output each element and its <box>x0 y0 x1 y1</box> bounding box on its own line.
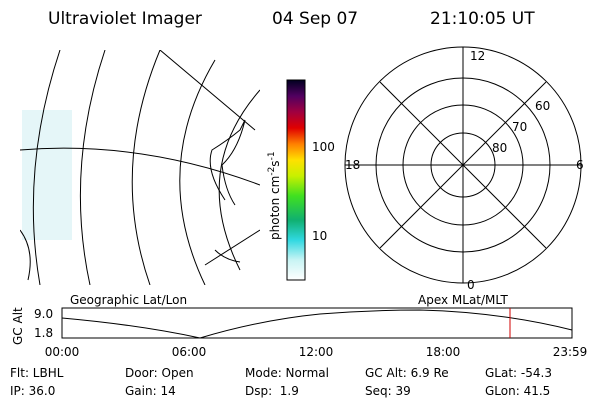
info-field: Dsp: 1.9 <box>245 384 299 398</box>
y-label: 1.8 <box>34 326 53 340</box>
colorbar-tick: 100 <box>312 140 335 154</box>
x-label: 23:59 <box>553 345 588 359</box>
x-label: 18:00 <box>426 345 461 359</box>
colorbar-tick: 10 <box>312 229 327 243</box>
lat-label: 60 <box>535 99 550 113</box>
y-label: 9.0 <box>34 307 53 321</box>
lat-label: 70 <box>512 120 527 134</box>
info-field: Seq: 39 <box>365 384 411 398</box>
axis-label: GC Alt <box>11 307 25 345</box>
info-field: GLat: -54.3 <box>485 366 552 380</box>
info-field: Gain: 14 <box>125 384 176 398</box>
info-field: GLon: 41.5 <box>485 384 550 398</box>
time: 21:10:05 UT <box>430 9 535 29</box>
mlt-label: 0 <box>467 278 475 292</box>
x-label: 12:00 <box>299 345 334 359</box>
info-field: Door: Open <box>125 366 194 380</box>
colorbar <box>286 79 306 281</box>
polar-plot <box>344 46 582 284</box>
mlt-label: 12 <box>470 49 485 63</box>
title: Ultraviolet Imager <box>48 9 202 29</box>
altitude-curve <box>61 309 573 339</box>
mlt-label: 18 <box>345 158 360 172</box>
info-field: GC Alt: 6.9 Re <box>365 366 449 380</box>
info-field: Mode: Normal <box>245 366 329 380</box>
date: 04 Sep 07 <box>272 9 358 29</box>
timeline-title: Geographic Lat/Lon <box>70 293 187 307</box>
timeline-box <box>61 307 573 339</box>
lat-label: 80 <box>492 141 507 155</box>
colorbar-label: photon cm-2s-1 <box>267 151 282 240</box>
x-label: 00:00 <box>45 345 80 359</box>
info-field: IP: 36.0 <box>10 384 55 398</box>
timeline-title: Apex MLat/MLT <box>418 293 508 307</box>
map <box>20 50 260 285</box>
info-field: Flt: LBHL <box>10 366 64 380</box>
info-panel: Flt: LBHL IP: 36.0 Door: Open Gain: 14 Mode:… <box>10 366 552 398</box>
mlt-label: 6 <box>576 158 584 172</box>
x-label: 06:00 <box>172 345 207 359</box>
